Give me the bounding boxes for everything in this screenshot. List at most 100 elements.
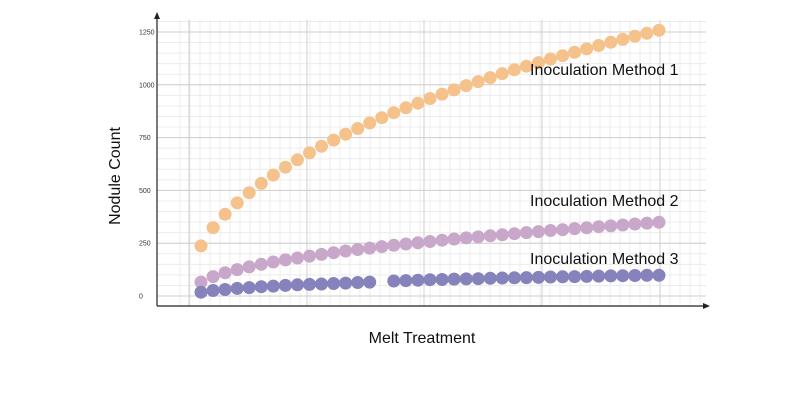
data-point [278, 278, 292, 292]
data-point [495, 228, 509, 242]
data-point [230, 196, 244, 210]
data-point [568, 45, 582, 59]
data-point [616, 32, 630, 46]
data-point [592, 39, 606, 52]
data-point [652, 215, 666, 229]
data-point [399, 274, 413, 288]
series-1-points [194, 23, 666, 253]
y-tick-label: 500 [139, 188, 151, 195]
data-point [423, 235, 437, 248]
data-point [507, 227, 521, 241]
data-point [483, 71, 497, 85]
data-point [363, 116, 377, 130]
data-point [339, 127, 353, 141]
data-point [435, 233, 449, 247]
data-point [471, 230, 485, 244]
data-point [399, 101, 413, 115]
y-tick-label: 1250 [139, 30, 155, 37]
data-point [592, 269, 606, 283]
data-point [351, 243, 365, 256]
data-point [411, 96, 425, 110]
data-point [628, 29, 642, 43]
data-point [194, 275, 208, 289]
data-point [218, 266, 232, 280]
data-point [327, 133, 341, 147]
data-point [206, 221, 220, 235]
data-point [483, 271, 497, 285]
data-point [604, 269, 618, 283]
data-point [483, 229, 497, 243]
data-point [640, 26, 654, 40]
data-point [592, 220, 606, 234]
data-point [315, 277, 328, 291]
data-point [447, 272, 461, 286]
data-point [411, 273, 425, 287]
data-point [640, 216, 654, 230]
data-point [616, 269, 630, 283]
data-point [206, 284, 220, 297]
data-points [194, 23, 666, 299]
data-point [218, 283, 232, 296]
data-point [290, 153, 304, 167]
data-point [652, 23, 666, 37]
data-point [435, 87, 449, 101]
data-point [290, 278, 304, 292]
data-point [230, 281, 244, 295]
data-point [387, 238, 401, 252]
data-point [616, 218, 630, 232]
data-point [544, 52, 557, 66]
data-point [640, 268, 654, 282]
data-point [290, 251, 304, 265]
x-axis-arrow [703, 303, 710, 309]
data-point [411, 236, 425, 250]
data-point [242, 186, 256, 200]
series-2-points [194, 215, 666, 289]
data-point [375, 111, 389, 125]
data-point [447, 83, 461, 97]
data-point [652, 268, 666, 282]
data-point [278, 253, 292, 267]
y-tick-label: 0 [139, 294, 143, 301]
data-point [532, 56, 545, 70]
data-point [218, 207, 232, 221]
data-point [194, 239, 208, 253]
series-labels: Inoculation Method 1 Inoculation Method 2… [530, 62, 679, 268]
x-axis-title: Melt Treatment [369, 330, 476, 347]
data-point [459, 79, 473, 93]
data-point [206, 270, 220, 284]
data-point [544, 270, 557, 284]
y-tick-label: 1000 [139, 82, 155, 89]
y-tick-labels: 0 250 500 750 1000 1250 [139, 30, 155, 301]
data-point [242, 281, 256, 295]
series-label: Inoculation Method 3 [530, 251, 679, 268]
data-point [327, 277, 341, 290]
data-point [375, 240, 389, 254]
y-tick-label: 250 [139, 241, 151, 248]
data-point [327, 246, 341, 260]
data-point [351, 276, 365, 289]
data-point [580, 42, 594, 56]
data-point [604, 219, 618, 233]
major-grid [157, 20, 706, 306]
data-point [435, 273, 449, 286]
series-label: Inoculation Method 1 [530, 62, 679, 79]
data-point [471, 272, 485, 286]
data-point [604, 35, 618, 49]
data-point [303, 277, 316, 291]
data-point [423, 273, 437, 287]
data-point [447, 232, 461, 246]
data-point [254, 176, 268, 190]
data-point [266, 255, 280, 269]
data-point [266, 168, 280, 182]
data-point [507, 271, 521, 285]
data-point [556, 223, 570, 237]
data-point [628, 269, 642, 282]
data-point [459, 231, 473, 245]
data-point [556, 270, 570, 284]
data-point [580, 221, 594, 235]
data-point [363, 241, 377, 255]
data-point [339, 244, 353, 258]
data-point [303, 146, 316, 160]
